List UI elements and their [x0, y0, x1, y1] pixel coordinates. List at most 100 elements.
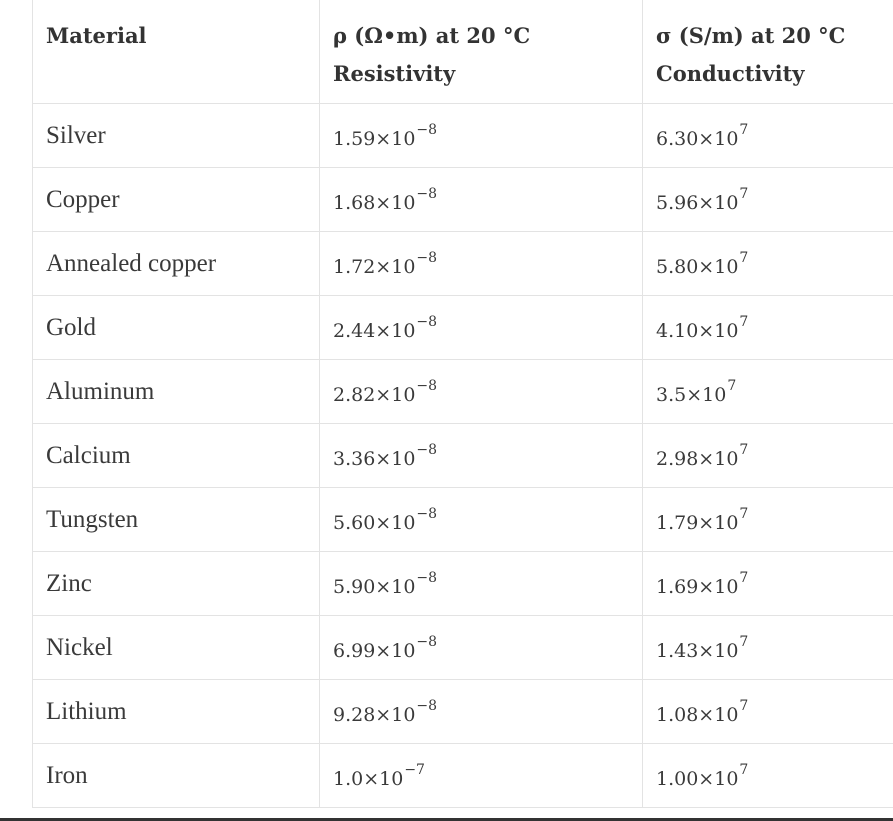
table-row: Lithium 9.28×10−8 1.08×107: [32, 678, 893, 744]
resistivity-cell: 5.60×10−8: [319, 486, 643, 552]
header-resistivity-unit: ρ (Ω•m) at 20 °C: [333, 23, 531, 48]
resistivity-mantissa: 6.99×10: [333, 639, 416, 662]
material-cell: Calcium: [32, 422, 320, 488]
conductivity-exponent: 7: [739, 761, 749, 778]
conductivity-mantissa: 1.43×10: [656, 639, 739, 662]
resistivity-cell: 6.99×10−8: [319, 614, 643, 680]
material-cell: Aluminum: [32, 358, 320, 424]
conductivity-cell: 1.69×107: [642, 550, 893, 616]
conductivity-cell: 6.30×107: [642, 102, 893, 168]
conductivity-mantissa: 1.08×10: [656, 703, 739, 726]
table-row: Copper 1.68×10−8 5.96×107: [32, 166, 893, 232]
material-cell: Tungsten: [32, 486, 320, 552]
resistivity-exponent: −8: [416, 441, 438, 458]
resistivity-cell: 1.72×10−8: [319, 230, 643, 296]
resistivity-cell: 2.82×10−8: [319, 358, 643, 424]
table-body: Silver 1.59×10−8 6.30×107 Copper 1.68×10−8 5.…: [32, 102, 893, 808]
table-row: Aluminum 2.82×10−8 3.5×107: [32, 358, 893, 424]
material-cell: Iron: [32, 742, 320, 808]
resistivity-mantissa: 5.60×10: [333, 511, 416, 534]
resistivity-mantissa: 2.82×10: [333, 383, 416, 406]
bottom-border-line: [0, 818, 893, 821]
resistivity-cell: 3.36×10−8: [319, 422, 643, 488]
conductivity-mantissa: 5.96×10: [656, 191, 739, 214]
conductivity-cell: 5.96×107: [642, 166, 893, 232]
resistivity-mantissa: 1.72×10: [333, 255, 416, 278]
resistivity-exponent: −8: [416, 249, 438, 266]
resistivity-cell: 2.44×10−8: [319, 294, 643, 360]
conductivity-exponent: 7: [739, 441, 749, 458]
conductivity-exponent: 7: [739, 313, 749, 330]
resistivity-mantissa: 1.68×10: [333, 191, 416, 214]
conductivity-cell: 1.79×107: [642, 486, 893, 552]
resistivity-mantissa: 1.0×10: [333, 767, 404, 790]
header-resistivity-label: Resistivity: [333, 61, 456, 86]
resistivity-cell: 9.28×10−8: [319, 678, 643, 744]
header-conductivity-label: Conductivity: [656, 61, 805, 86]
conductivity-cell: 4.10×107: [642, 294, 893, 360]
material-cell: Nickel: [32, 614, 320, 680]
conductivity-cell: 5.80×107: [642, 230, 893, 296]
header-material-label: Material: [46, 23, 147, 48]
header-conductivity-unit: σ (S/m) at 20 °C: [656, 23, 846, 48]
table-row: Tungsten 5.60×10−8 1.79×107: [32, 486, 893, 552]
resistivity-table-container: Material ρ (Ω•m) at 20 °C Resistivity σ …: [32, 0, 893, 808]
conductivity-cell: 3.5×107: [642, 358, 893, 424]
conductivity-cell: 1.00×107: [642, 742, 893, 808]
resistivity-cell: 1.0×10−7: [319, 742, 643, 808]
table-row: Annealed copper 1.72×10−8 5.80×107: [32, 230, 893, 296]
resistivity-exponent: −8: [416, 633, 438, 650]
conductivity-mantissa: 4.10×10: [656, 319, 739, 342]
resistivity-exponent: −8: [416, 121, 438, 138]
conductivity-mantissa: 1.69×10: [656, 575, 739, 598]
conductivity-mantissa: 6.30×10: [656, 127, 739, 150]
resistivity-cell: 1.59×10−8: [319, 102, 643, 168]
table-row: Nickel 6.99×10−8 1.43×107: [32, 614, 893, 680]
header-conductivity: σ (S/m) at 20 °C Conductivity: [642, 0, 893, 104]
conductivity-cell: 1.43×107: [642, 614, 893, 680]
conductivity-exponent: 7: [739, 697, 749, 714]
conductivity-mantissa: 3.5×10: [656, 383, 727, 406]
resistivity-mantissa: 1.59×10: [333, 127, 416, 150]
resistivity-mantissa: 5.90×10: [333, 575, 416, 598]
material-cell: Annealed copper: [32, 230, 320, 296]
resistivity-exponent: −8: [416, 697, 438, 714]
conductivity-exponent: 7: [727, 377, 737, 394]
header-resistivity: ρ (Ω•m) at 20 °C Resistivity: [319, 0, 643, 104]
material-cell: Copper: [32, 166, 320, 232]
conductivity-exponent: 7: [739, 121, 749, 138]
material-cell: Gold: [32, 294, 320, 360]
conductivity-mantissa: 2.98×10: [656, 447, 739, 470]
conductivity-exponent: 7: [739, 185, 749, 202]
resistivity-exponent: −8: [416, 313, 438, 330]
resistivity-mantissa: 2.44×10: [333, 319, 416, 342]
table-row: Silver 1.59×10−8 6.30×107: [32, 102, 893, 168]
conductivity-mantissa: 1.00×10: [656, 767, 739, 790]
material-cell: Zinc: [32, 550, 320, 616]
resistivity-cell: 1.68×10−8: [319, 166, 643, 232]
resistivity-exponent: −8: [416, 377, 438, 394]
resistivity-mantissa: 9.28×10: [333, 703, 416, 726]
material-cell: Silver: [32, 102, 320, 168]
conductivity-cell: 1.08×107: [642, 678, 893, 744]
resistivity-exponent: −7: [404, 761, 425, 778]
conductivity-exponent: 7: [739, 633, 749, 650]
table-row: Iron 1.0×10−7 1.00×107: [32, 742, 893, 808]
conductivity-cell: 2.98×107: [642, 422, 893, 488]
conductivity-exponent: 7: [739, 249, 749, 266]
resistivity-exponent: −8: [416, 505, 438, 522]
material-cell: Lithium: [32, 678, 320, 744]
header-material: Material: [32, 0, 320, 104]
conductivity-mantissa: 5.80×10: [656, 255, 739, 278]
table-row: Zinc 5.90×10−8 1.69×107: [32, 550, 893, 616]
table-header-row: Material ρ (Ω•m) at 20 °C Resistivity σ …: [32, 0, 893, 104]
conductivity-exponent: 7: [739, 569, 749, 586]
resistivity-mantissa: 3.36×10: [333, 447, 416, 470]
conductivity-exponent: 7: [739, 505, 749, 522]
resistivity-exponent: −8: [416, 185, 438, 202]
resistivity-exponent: −8: [416, 569, 438, 586]
conductivity-mantissa: 1.79×10: [656, 511, 739, 534]
resistivity-table: Material ρ (Ω•m) at 20 °C Resistivity σ …: [32, 0, 893, 808]
table-row: Calcium 3.36×10−8 2.98×107: [32, 422, 893, 488]
table-row: Gold 2.44×10−8 4.10×107: [32, 294, 893, 360]
